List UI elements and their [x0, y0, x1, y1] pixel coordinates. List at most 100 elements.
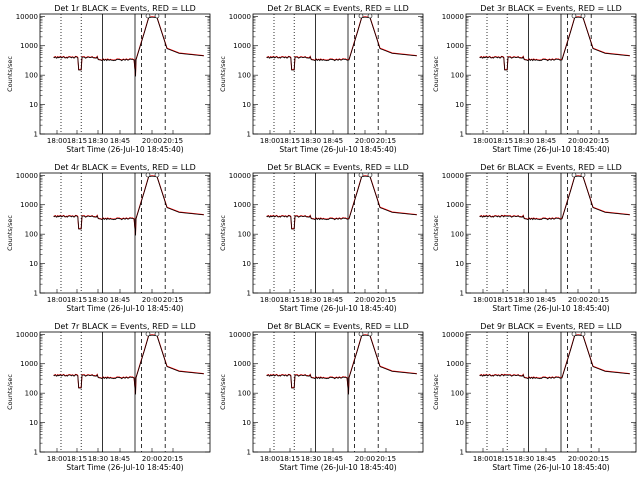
x-tick-label: 18:30 [514, 455, 534, 463]
y-tick-label: 1 [460, 290, 464, 298]
y-tick-label: 10 [29, 101, 38, 109]
x-tick-label: 18:30 [514, 137, 534, 145]
y-axis-label: Counts/sec [219, 374, 227, 410]
series-events-line [53, 334, 204, 395]
y-tick-label: 1000 [20, 201, 38, 209]
x-tick-label: 18:00 [47, 455, 67, 463]
y-tick-label: 1 [460, 131, 464, 139]
y-tick-label: 1 [34, 131, 38, 139]
x-tick-label: 18:45 [110, 137, 130, 145]
plot-frame [39, 13, 211, 135]
x-tick-label: 18:30 [301, 296, 321, 304]
plot-frame [465, 331, 637, 453]
y-axis-label: Counts/sec [432, 374, 440, 410]
y-tick-label: 1 [34, 449, 38, 457]
x-tick-label: 20:15 [163, 455, 183, 463]
y-tick-label: 10000 [16, 172, 38, 180]
x-tick-label: 18:00 [473, 137, 493, 145]
x-tick-label: 20:15 [163, 137, 183, 145]
y-tick-label: 10000 [229, 13, 251, 21]
x-tick-label: 18:15 [280, 455, 300, 463]
panel-title: Det 5r BLACK = Events, RED = LLD [267, 163, 409, 172]
series-lld-line [266, 334, 417, 395]
saturation-marker [145, 13, 151, 19]
x-tick-label: 20:00 [355, 455, 375, 463]
y-tick-label: 10000 [442, 172, 464, 180]
detector-panel-2: Det 2r BLACK = Events, RED = LLD 1 10 100 10… [219, 4, 424, 154]
y-tick-label: 10 [455, 419, 464, 427]
y-tick-label: 1 [460, 449, 464, 457]
y-tick-label: 1000 [446, 360, 464, 368]
x-tick-label: 18:15 [493, 137, 513, 145]
series-events-line [53, 16, 204, 77]
plot-frame [465, 172, 637, 294]
saturation-marker [358, 13, 364, 19]
x-tick-label: 18:45 [536, 455, 556, 463]
panel-title: Det 7r BLACK = Events, RED = LLD [54, 322, 196, 331]
x-tick-label: 18:00 [260, 137, 280, 145]
y-tick-label: 10 [242, 260, 251, 268]
x-tick-label: 18:45 [110, 455, 130, 463]
y-axis-label: Counts/sec [219, 56, 227, 92]
plot-frame [252, 172, 424, 294]
x-tick-label: 20:00 [568, 455, 588, 463]
y-axis-label: Counts/sec [6, 215, 14, 251]
x-axis-label: Start Time (26-Jul-10 18:45:40) [492, 304, 609, 313]
detector-panel-9: Det 9r BLACK = Events, RED = LLD 1 10 100 10… [432, 322, 637, 472]
x-tick-label: 20:00 [142, 296, 162, 304]
detector-panel-7: Det 7r BLACK = Events, RED = LLD 1 10 100 10… [6, 322, 211, 472]
series-events-line [266, 16, 417, 71]
y-tick-label: 10000 [442, 331, 464, 339]
x-tick-label: 18:15 [67, 455, 87, 463]
y-tick-label: 10 [455, 101, 464, 109]
x-tick-label: 18:45 [110, 296, 130, 304]
x-tick-label: 18:45 [536, 137, 556, 145]
y-tick-label: 100 [238, 231, 251, 239]
x-tick-label: 18:30 [88, 296, 108, 304]
y-tick-label: 1000 [20, 360, 38, 368]
y-tick-label: 1000 [233, 360, 251, 368]
series-events-line [53, 175, 204, 236]
detector-panel-3: Det 3r BLACK = Events, RED = LLD 1 10 100 10… [432, 4, 637, 154]
series-lld-line [266, 16, 417, 71]
y-axis-label: Counts/sec [432, 56, 440, 92]
x-axis-label: Start Time (26-Jul-10 18:45:40) [279, 463, 396, 472]
detector-panel-8: Det 8r BLACK = Events, RED = LLD 1 10 100 10… [219, 322, 424, 472]
y-tick-label: 1 [247, 290, 251, 298]
y-tick-label: 1 [247, 131, 251, 139]
y-tick-label: 10000 [229, 331, 251, 339]
x-tick-label: 18:30 [514, 296, 534, 304]
x-tick-label: 18:15 [280, 137, 300, 145]
y-tick-label: 10000 [442, 13, 464, 21]
x-tick-label: 18:15 [280, 296, 300, 304]
panel-title: Det 9r BLACK = Events, RED = LLD [480, 322, 622, 331]
series-events-line [266, 334, 417, 395]
x-axis-label: Start Time (26-Jul-10 18:45:40) [66, 463, 183, 472]
y-tick-label: 100 [238, 72, 251, 80]
series-lld-line [53, 16, 204, 77]
saturation-marker [571, 331, 577, 337]
plot-frame [252, 331, 424, 453]
panel-title: Det 6r BLACK = Events, RED = LLD [480, 163, 622, 172]
series-events-line [266, 175, 417, 230]
detector-panel-1: Det 1r BLACK = Events, RED = LLD 1 10 100 10… [6, 4, 211, 154]
y-axis-label: Counts/sec [6, 56, 14, 92]
y-tick-label: 10000 [229, 172, 251, 180]
x-tick-label: 20:00 [568, 137, 588, 145]
x-tick-label: 18:15 [493, 455, 513, 463]
x-tick-label: 18:45 [323, 455, 343, 463]
saturation-marker [367, 331, 373, 337]
panel-title: Det 4r BLACK = Events, RED = LLD [54, 163, 196, 172]
x-tick-label: 18:00 [47, 137, 67, 145]
y-tick-label: 100 [238, 390, 251, 398]
x-tick-label: 20:15 [376, 296, 396, 304]
saturation-marker [154, 172, 160, 178]
x-tick-label: 18:00 [260, 455, 280, 463]
x-tick-label: 18:15 [67, 296, 87, 304]
series-events-line [479, 334, 630, 380]
y-tick-label: 1000 [446, 42, 464, 50]
y-tick-label: 10000 [16, 331, 38, 339]
x-tick-label: 18:30 [301, 137, 321, 145]
y-tick-label: 100 [25, 72, 38, 80]
